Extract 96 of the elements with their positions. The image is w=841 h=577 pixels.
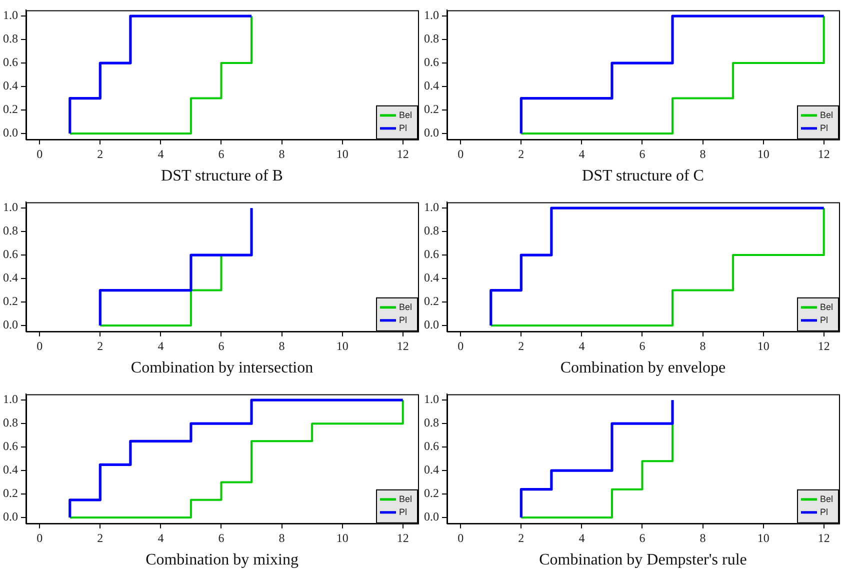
- y-tick-label: 0.2: [424, 294, 439, 308]
- y-tick-label: 0.6: [424, 247, 439, 262]
- x-tick-label: 12: [396, 530, 409, 545]
- x-tick-label: 4: [578, 338, 585, 353]
- legend-label: Bel: [399, 110, 412, 120]
- legend-label: Pl: [399, 122, 408, 133]
- y-tick-label: 0.4: [3, 462, 18, 477]
- y-tick-label: 0.8: [3, 224, 18, 238]
- y-tick-label: 0.0: [424, 318, 439, 332]
- y-tick-label: 0.6: [424, 55, 439, 70]
- y-tick-label: 1.0: [424, 8, 439, 22]
- y-tick-label: 0.4: [3, 78, 18, 93]
- y-tick-label: 0.2: [3, 486, 18, 500]
- x-tick-label: 10: [336, 338, 348, 353]
- y-tick-label: 0.2: [3, 294, 18, 308]
- x-tick-label: 6: [218, 146, 224, 161]
- y-tick-label: 1.0: [3, 392, 18, 406]
- y-tick-label: 1.0: [424, 200, 439, 214]
- x-axis-title: Combination by envelope: [560, 360, 726, 377]
- y-tick-label: 1.0: [3, 200, 18, 214]
- y-tick-label: 0.0: [424, 510, 439, 524]
- x-tick-label: 4: [158, 530, 164, 545]
- x-axis-title: Combination by intersection: [130, 360, 314, 377]
- x-tick-label: 12: [818, 146, 830, 161]
- x-tick-label: 12: [396, 146, 409, 161]
- y-tick-label: 0.8: [424, 224, 439, 238]
- x-tick-label: 6: [639, 530, 646, 545]
- y-tick-label: 0.4: [424, 462, 439, 477]
- x-tick-label: 10: [757, 530, 770, 545]
- y-tick-label: 0.0: [3, 510, 18, 524]
- legend-label: Bel: [820, 302, 834, 312]
- y-tick-label: 0.2: [424, 486, 439, 500]
- y-tick-label: 0.6: [3, 55, 18, 70]
- legend-label: Pl: [820, 122, 828, 133]
- legend-label: Bel: [820, 494, 834, 504]
- x-tick-label: 12: [818, 530, 830, 545]
- y-tick-label: 1.0: [3, 8, 18, 22]
- x-tick-label: 0: [36, 530, 43, 545]
- y-tick-label: 0.2: [3, 102, 18, 116]
- x-tick-label: 0: [458, 338, 464, 353]
- y-tick-label: 0.6: [3, 439, 18, 454]
- x-axis-title: Combination by mixing: [146, 552, 298, 569]
- x-tick-label: 2: [97, 530, 104, 545]
- x-tick-label: 2: [97, 338, 104, 353]
- x-tick-label: 4: [578, 146, 585, 161]
- x-tick-label: 10: [336, 146, 348, 161]
- y-tick-label: 0.6: [424, 439, 439, 454]
- x-tick-label: 6: [218, 530, 224, 545]
- x-tick-label: 12: [818, 338, 830, 353]
- y-tick-label: 0.8: [3, 32, 18, 46]
- x-tick-label: 8: [278, 146, 285, 161]
- x-tick-label: 2: [518, 530, 524, 545]
- legend-label: Pl: [399, 506, 408, 517]
- x-tick-label: 2: [518, 338, 524, 353]
- x-tick-label: 8: [278, 338, 285, 353]
- x-tick-label: 0: [458, 146, 464, 161]
- y-tick-label: 0.0: [424, 126, 439, 140]
- y-tick-label: 0.0: [3, 318, 18, 332]
- legend-label: Pl: [820, 314, 828, 325]
- x-tick-label: 0: [36, 338, 43, 353]
- y-tick-label: 0.0: [3, 126, 18, 140]
- legend-label: Pl: [399, 314, 408, 325]
- y-tick-label: 0.6: [3, 247, 18, 262]
- y-tick-label: 0.8: [3, 416, 18, 430]
- legend-label: Bel: [820, 110, 834, 120]
- x-axis-title: DST structure of C: [582, 168, 704, 185]
- x-tick-label: 10: [336, 530, 348, 545]
- x-tick-label: 6: [639, 146, 646, 161]
- x-tick-label: 8: [278, 530, 285, 545]
- x-tick-label: 0: [458, 530, 464, 545]
- y-tick-label: 1.0: [424, 392, 439, 406]
- x-axis-title: Combination by Dempster's rule: [539, 552, 747, 569]
- x-tick-label: 8: [700, 146, 706, 161]
- y-tick-label: 0.4: [424, 78, 439, 93]
- x-tick-label: 2: [518, 146, 524, 161]
- x-tick-label: 12: [396, 338, 409, 353]
- y-tick-label: 0.4: [3, 270, 18, 285]
- x-tick-label: 4: [158, 338, 164, 353]
- x-tick-label: 2: [97, 146, 104, 161]
- x-tick-label: 0: [36, 146, 43, 161]
- y-tick-label: 0.4: [424, 270, 439, 285]
- legend-label: Bel: [399, 302, 412, 312]
- x-tick-label: 6: [218, 338, 224, 353]
- legend-label: Bel: [399, 494, 412, 504]
- x-tick-label: 10: [757, 338, 770, 353]
- y-tick-label: 0.2: [424, 102, 439, 116]
- x-tick-label: 4: [578, 530, 585, 545]
- y-tick-label: 0.8: [424, 32, 439, 46]
- x-tick-label: 6: [639, 338, 646, 353]
- x-tick-label: 8: [700, 530, 706, 545]
- y-tick-label: 0.8: [424, 416, 439, 430]
- x-tick-label: 10: [757, 146, 770, 161]
- legend-label: Pl: [820, 506, 828, 517]
- x-tick-label: 4: [158, 146, 164, 161]
- x-axis-title: DST structure of B: [161, 168, 283, 185]
- x-tick-label: 8: [700, 338, 706, 353]
